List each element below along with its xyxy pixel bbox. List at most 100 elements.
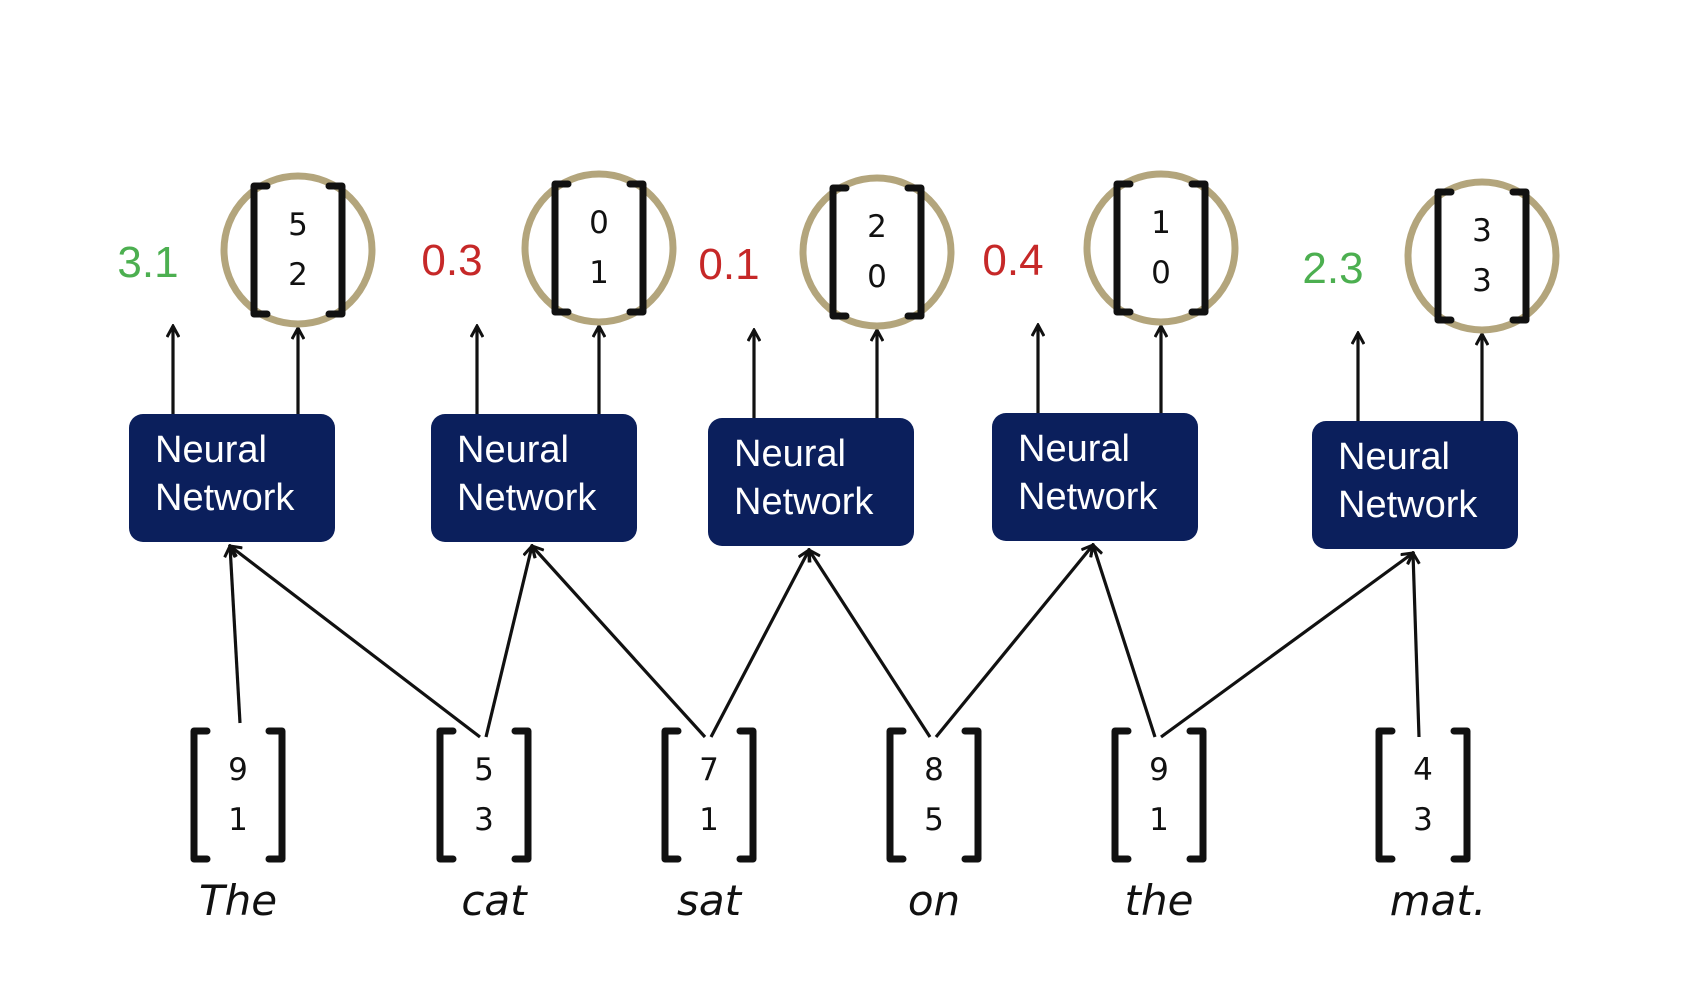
output-vector-value: 1 [1151, 205, 1171, 241]
output-vector-value: 3 [1472, 263, 1492, 299]
input-to-network-arrow [1413, 553, 1421, 738]
network-label-line: Network [734, 481, 874, 523]
input-vector-value: 1 [228, 802, 248, 838]
left-bracket [829, 184, 850, 320]
right-bracket [1450, 727, 1471, 863]
output-vector-value: 0 [589, 205, 609, 241]
right-bracket [511, 727, 532, 863]
window-score: 2.3 [1302, 244, 1363, 293]
input-to-network-arrow [1093, 545, 1157, 738]
output-vector-value: 5 [288, 207, 308, 243]
neural-network-box-2: Neural Network [431, 414, 637, 542]
input-to-network-arrow [484, 546, 532, 738]
output-circle [1083, 170, 1239, 326]
input-vector-value: 5 [924, 802, 944, 838]
right-bracket [904, 184, 925, 320]
input-vector-value: 9 [1149, 752, 1169, 788]
output-brackets [829, 184, 925, 320]
right-bracket [1188, 180, 1209, 316]
input-vector-value: 8 [924, 752, 944, 788]
input-vector-value: 3 [1413, 802, 1433, 838]
right-bracket [961, 727, 982, 863]
input-vector-value: 1 [1149, 802, 1169, 838]
input-vector-value: 9 [228, 752, 248, 788]
input-vector-3: 71 [661, 727, 757, 863]
network-label-line: Network [1338, 484, 1478, 526]
network-box-shape [992, 413, 1198, 541]
output-vector-value: 0 [1151, 255, 1171, 291]
right-bracket [736, 727, 757, 863]
input-to-network-arrow [230, 546, 242, 724]
output-vector-value: 1 [589, 255, 609, 291]
output-vector-value: 3 [1472, 213, 1492, 249]
output-circle [521, 170, 677, 326]
input-vector-5: 91 [1111, 727, 1207, 863]
right-bracket [626, 180, 647, 316]
network-box-shape [1312, 421, 1518, 549]
output-vector-1: 52 [220, 172, 376, 328]
neural-network-box-1: Neural Network [129, 414, 335, 542]
left-bracket [1375, 727, 1396, 863]
output-circle [220, 172, 376, 328]
input-vector-value: 4 [1413, 752, 1433, 788]
word-token: The [199, 876, 277, 925]
input-to-network-arrow [709, 550, 809, 738]
window-score: 3.1 [117, 238, 178, 287]
left-bracket [436, 727, 457, 863]
left-bracket [1113, 180, 1134, 316]
output-brackets [1434, 188, 1530, 324]
input-to-network-arrow [532, 546, 707, 739]
word-token: cat [461, 876, 528, 925]
output-vector-value: 2 [867, 209, 887, 245]
left-bracket [190, 727, 211, 863]
window-score: 0.3 [421, 236, 482, 285]
neural-network-box-5: Neural Network [1312, 421, 1518, 549]
output-vector-2: 01 [521, 170, 677, 326]
word-token: sat [677, 876, 743, 925]
network-label-line: Network [1018, 476, 1158, 518]
output-vector-value: 0 [867, 259, 887, 295]
window-score: 0.1 [698, 240, 759, 289]
word-token: mat. [1390, 876, 1486, 925]
input-vector-value: 5 [474, 752, 494, 788]
input-vector-1: 91 [190, 727, 286, 863]
network-box-shape [708, 418, 914, 546]
output-vector-5: 33 [1404, 178, 1560, 334]
left-bracket [551, 180, 572, 316]
input-to-network-arrow [809, 550, 932, 738]
left-bracket [661, 727, 682, 863]
network-label-line: Neural [155, 429, 267, 471]
left-bracket [886, 727, 907, 863]
network-label-line: Neural [734, 433, 846, 475]
network-label-line: Neural [1338, 436, 1450, 478]
right-bracket [1186, 727, 1207, 863]
network-label-line: Neural [457, 429, 569, 471]
output-brackets [551, 180, 647, 316]
network-label-line: Network [155, 477, 295, 519]
right-bracket [265, 727, 286, 863]
left-bracket [250, 182, 271, 318]
right-bracket [1509, 188, 1530, 324]
input-to-network-arrow [1160, 553, 1413, 739]
input-vector-2: 53 [436, 727, 532, 863]
input-vector-value: 1 [699, 802, 719, 838]
input-to-network-arrow [934, 545, 1093, 739]
window-score: 0.4 [982, 236, 1043, 285]
network-box-shape [431, 414, 637, 542]
network-label-line: Neural [1018, 428, 1130, 470]
output-vector-value: 2 [288, 257, 308, 293]
output-brackets [1113, 180, 1209, 316]
left-bracket [1434, 188, 1455, 324]
neural-network-box-4: Neural Network [992, 413, 1198, 541]
output-vector-4: 10 [1083, 170, 1239, 326]
word-token: the [1125, 876, 1194, 925]
output-vector-3: 20 [799, 174, 955, 330]
output-circle [799, 174, 955, 330]
right-bracket [325, 182, 346, 318]
output-brackets [250, 182, 346, 318]
input-vector-4: 85 [886, 727, 982, 863]
input-vector-6: 43 [1375, 727, 1471, 863]
output-circle [1404, 178, 1560, 334]
